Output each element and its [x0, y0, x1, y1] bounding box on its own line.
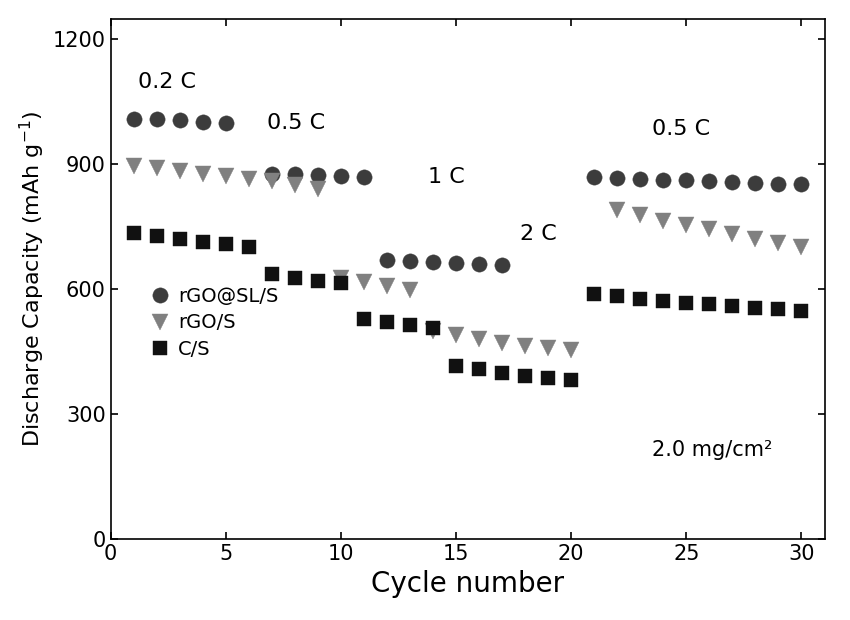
C/S: [197, 238, 207, 246]
C/S: [220, 241, 230, 248]
rGO/S: [728, 230, 738, 237]
rGO/S: [313, 186, 323, 193]
rGO/S: [474, 335, 484, 343]
rGO/S: [428, 327, 438, 335]
C/S: [267, 271, 277, 278]
Y-axis label: Discharge Capacity (mAh g$^{-1}$): Discharge Capacity (mAh g$^{-1}$): [18, 111, 47, 447]
rGO@SL/S: [428, 259, 438, 266]
rGO@SL/S: [174, 117, 184, 124]
rGO/S: [635, 211, 645, 219]
X-axis label: Cycle number: Cycle number: [371, 570, 564, 598]
rGO@SL/S: [612, 174, 622, 182]
rGO@SL/S: [497, 262, 507, 269]
C/S: [681, 299, 691, 306]
rGO/S: [267, 177, 277, 185]
rGO/S: [220, 172, 230, 180]
rGO@SL/S: [336, 172, 346, 180]
C/S: [612, 293, 622, 300]
rGO@SL/S: [751, 179, 761, 187]
Line: rGO@SL/S: rGO@SL/S: [126, 111, 809, 273]
C/S: [128, 229, 139, 237]
rGO/S: [497, 339, 507, 347]
rGO@SL/S: [128, 115, 139, 122]
rGO@SL/S: [267, 170, 277, 177]
Legend: rGO@SL/S, rGO/S, C/S: rGO@SL/S, rGO/S, C/S: [149, 283, 282, 363]
rGO/S: [128, 162, 139, 169]
C/S: [174, 236, 184, 243]
C/S: [728, 303, 738, 310]
C/S: [774, 306, 784, 313]
Text: 1 C: 1 C: [428, 167, 465, 187]
rGO/S: [382, 282, 392, 290]
C/S: [428, 324, 438, 332]
rGO/S: [796, 243, 807, 250]
C/S: [566, 376, 576, 384]
C/S: [705, 301, 715, 308]
C/S: [336, 280, 346, 287]
rGO@SL/S: [474, 260, 484, 268]
rGO@SL/S: [728, 178, 738, 185]
rGO/S: [705, 225, 715, 232]
C/S: [290, 274, 300, 281]
rGO/S: [174, 167, 184, 174]
C/S: [313, 277, 323, 285]
rGO/S: [751, 235, 761, 242]
rGO/S: [405, 286, 415, 294]
C/S: [359, 315, 369, 322]
Text: 0.5 C: 0.5 C: [652, 120, 710, 140]
rGO/S: [151, 164, 162, 172]
Line: C/S: C/S: [127, 226, 808, 387]
C/S: [658, 298, 668, 305]
Text: 2.0 mg/cm²: 2.0 mg/cm²: [652, 440, 773, 460]
rGO@SL/S: [151, 116, 162, 123]
C/S: [244, 243, 254, 250]
rGO@SL/S: [220, 119, 230, 126]
rGO@SL/S: [290, 170, 300, 178]
rGO/S: [520, 342, 530, 350]
C/S: [751, 304, 761, 311]
rGO/S: [197, 170, 207, 177]
C/S: [405, 321, 415, 329]
C/S: [589, 290, 599, 298]
rGO@SL/S: [774, 180, 784, 187]
rGO@SL/S: [405, 257, 415, 265]
C/S: [151, 232, 162, 240]
rGO/S: [450, 332, 461, 339]
rGO/S: [566, 346, 576, 353]
rGO@SL/S: [681, 177, 691, 184]
C/S: [450, 363, 461, 370]
C/S: [796, 308, 807, 315]
rGO@SL/S: [796, 180, 807, 188]
Text: 0.5 C: 0.5 C: [267, 113, 326, 133]
C/S: [635, 295, 645, 303]
rGO@SL/S: [589, 173, 599, 180]
rGO/S: [612, 206, 622, 214]
rGO@SL/S: [705, 177, 715, 185]
rGO/S: [681, 221, 691, 229]
rGO/S: [244, 175, 254, 182]
Text: 0.2 C: 0.2 C: [139, 71, 196, 92]
rGO/S: [336, 274, 346, 281]
rGO/S: [290, 182, 300, 189]
rGO/S: [359, 278, 369, 286]
C/S: [520, 372, 530, 379]
rGO@SL/S: [313, 172, 323, 179]
rGO@SL/S: [635, 175, 645, 183]
Line: rGO/S: rGO/S: [126, 158, 809, 358]
rGO@SL/S: [197, 118, 207, 125]
C/S: [382, 318, 392, 326]
C/S: [474, 366, 484, 373]
rGO@SL/S: [450, 259, 461, 267]
C/S: [543, 374, 553, 382]
rGO/S: [774, 239, 784, 247]
Text: 2 C: 2 C: [520, 224, 558, 244]
C/S: [497, 369, 507, 376]
rGO/S: [543, 344, 553, 352]
rGO@SL/S: [658, 176, 668, 184]
rGO/S: [658, 217, 668, 224]
rGO@SL/S: [359, 173, 369, 180]
rGO@SL/S: [382, 257, 392, 264]
